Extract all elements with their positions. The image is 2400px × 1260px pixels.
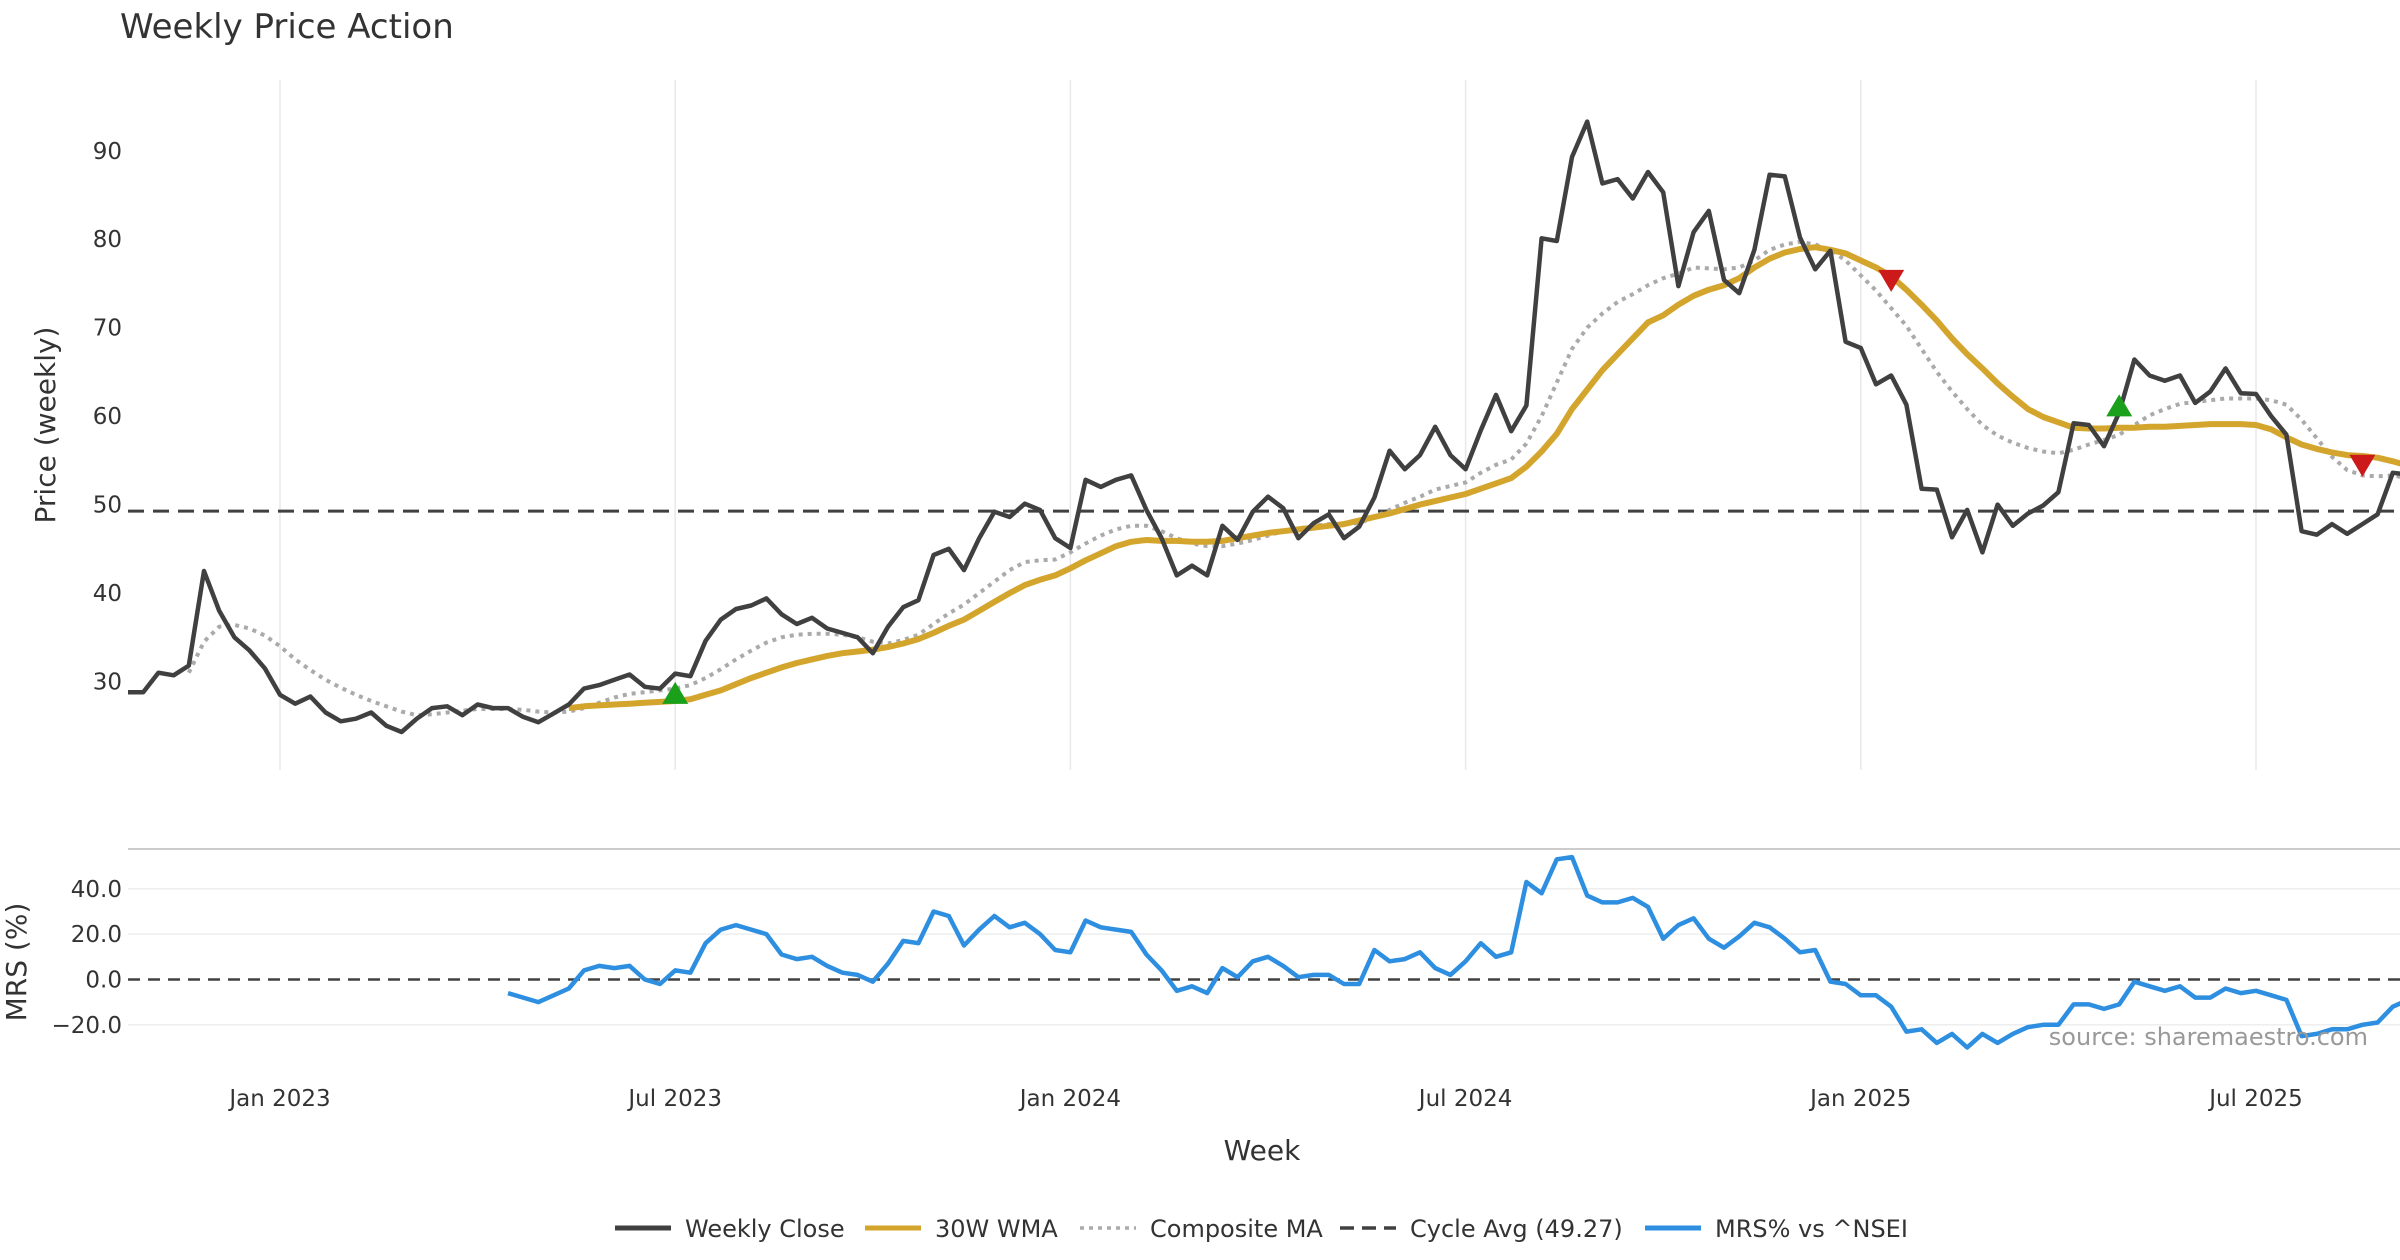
mrs-y-tick-3: 40.0 [71,877,122,903]
price-panel [128,119,2400,735]
price-y-tick-6: 90 [93,139,122,165]
legend-label-1: 30W WMA [935,1215,1058,1243]
x-tick-label-4: Jan 2025 [1808,1086,1911,1112]
x-tick-label-0: Jan 2023 [227,1086,330,1112]
price-y-tick-3: 60 [93,404,122,430]
weekly-close-line [128,119,2400,735]
source-label: source: sharemaestro.com [2049,1023,2368,1051]
x-tick-label-5: Jul 2025 [2207,1086,2303,1112]
buy-signal-1 [2106,394,2133,417]
price-axis-label: Price (weekly) [29,327,62,524]
x-axis-label: Week [1224,1134,1301,1167]
price-y-tick-5: 80 [93,227,122,253]
wma-30-line [568,244,2400,712]
mrs-panel [128,854,2400,1050]
chart-title: Weekly Price Action [120,7,454,47]
price-y-tick-2: 50 [93,493,122,519]
x-tick-label-1: Jul 2023 [626,1086,722,1112]
mrs-line [507,854,2400,1050]
legend-label-0: Weekly Close [685,1215,845,1243]
sell-signal-1 [2349,454,2376,477]
tick-labels: Jan 2023 Jul 2023 Jan 2024 Jul 2024 Jan 2025… [52,139,2303,1112]
sell-signal-0 [1878,269,1905,292]
mrs-y-tick-0: −20.0 [52,1013,122,1039]
mrs-y-tick-1: 0.0 [85,967,122,993]
price-y-tick-0: 30 [93,670,122,696]
x-tick-label-3: Jul 2024 [1417,1086,1513,1112]
mrs-axis-label: MRS (%) [0,903,33,1022]
price-y-tick-1: 40 [93,581,122,607]
mrs-y-tick-2: 20.0 [71,922,122,948]
legend-label-2: Composite MA [1150,1215,1323,1243]
composite-ma-line [187,239,2400,718]
legend-label-3: Cycle Avg (49.27) [1410,1215,1623,1243]
grid-layer [128,80,2400,1026]
legend-label-4: MRS% vs ^NSEI [1715,1215,1908,1243]
price-y-tick-4: 70 [93,316,122,342]
legend: Weekly Close 30W WMA Composite MA Cycle Avg… [615,1215,1908,1243]
x-tick-label-2: Jan 2024 [1018,1086,1121,1112]
buy-signal-0 [662,681,689,704]
